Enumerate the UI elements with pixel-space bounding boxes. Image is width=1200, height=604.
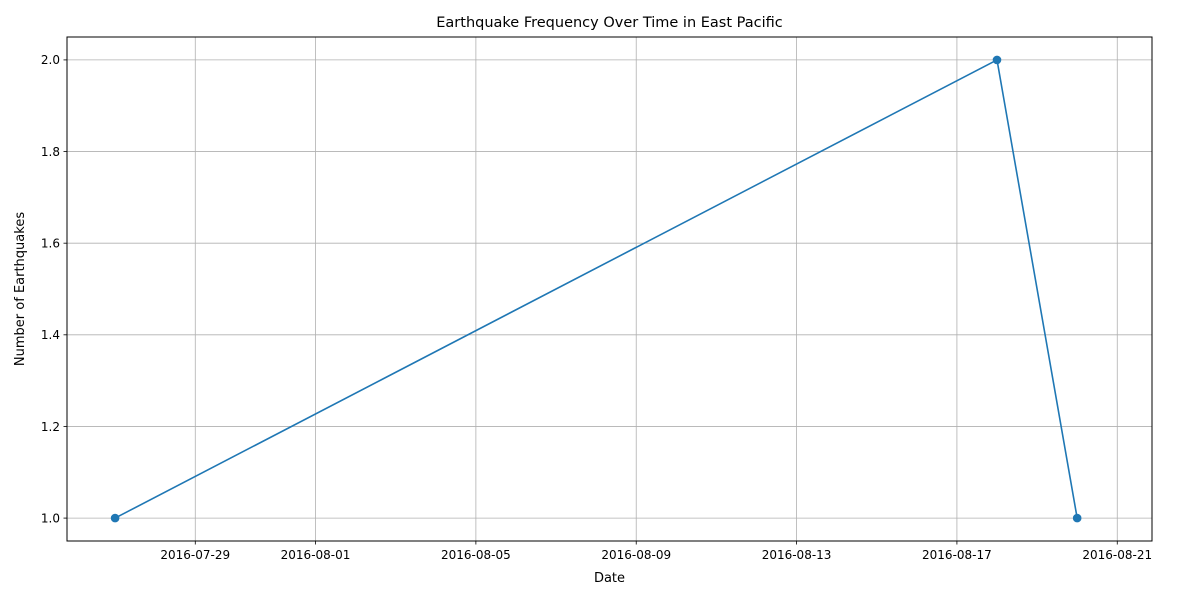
y-tick-label: 2.0 [41, 53, 60, 67]
data-point [992, 55, 1002, 65]
series-line [114, 59, 1078, 519]
grid [67, 37, 1152, 541]
x-tick-label: 2016-08-01 [281, 548, 351, 562]
y-axis-label: Number of Earthquakes [13, 212, 28, 366]
data-point [1072, 513, 1082, 523]
x-tick-label: 2016-07-29 [160, 548, 230, 562]
y-tick-label: 1.8 [41, 145, 60, 159]
x-axis: 2016-07-29 2016-08-01 2016-08-05 2016-08-09… [160, 541, 1152, 562]
x-tick-label: 2016-08-17 [922, 548, 992, 562]
x-tick-label: 2016-08-05 [441, 548, 511, 562]
data-point [110, 513, 120, 523]
x-axis-label: Date [594, 571, 625, 586]
y-axis: 1.0 1.2 1.4 1.6 1.8 2.0 [41, 53, 67, 525]
chart-title: Earthquake Frequency Over Time in East P… [436, 15, 783, 31]
y-tick-label: 1.0 [41, 511, 60, 525]
y-tick-label: 1.6 [41, 236, 60, 250]
x-tick-label: 2016-08-09 [601, 548, 671, 562]
y-tick-label: 1.4 [41, 328, 60, 342]
x-tick-label: 2016-08-13 [762, 548, 832, 562]
y-tick-label: 1.2 [41, 420, 60, 434]
series-layer [110, 55, 1082, 523]
plot-frame [66, 36, 1153, 542]
x-tick-label: 2016-08-21 [1082, 548, 1152, 562]
